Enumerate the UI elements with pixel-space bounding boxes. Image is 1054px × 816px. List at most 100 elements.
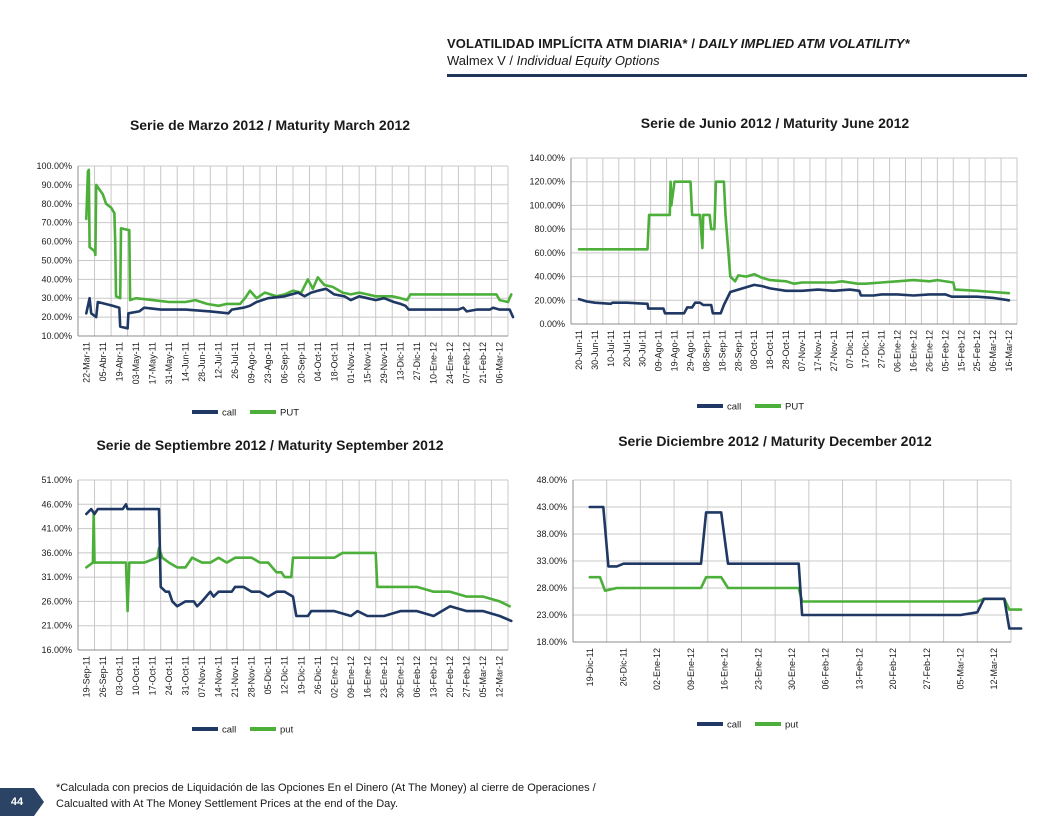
- x-tick-label: 27-Nov-11: [829, 330, 839, 371]
- x-tick-label: 14-Jun-11: [181, 342, 191, 382]
- footnote-line-2: Calcualted with At The Money Settlement …: [56, 798, 398, 810]
- x-tick-label: 16-Ene-12: [720, 648, 730, 690]
- legend-label-call: call: [727, 720, 741, 731]
- x-tick-label: 27-Dic-11: [877, 330, 887, 368]
- x-tick-label: 05-Mar-12: [955, 648, 965, 690]
- title-separator: /: [687, 36, 699, 51]
- page-header: VOLATILIDAD IMPLÍCITA ATM DIARIA* / DAIL…: [447, 36, 1027, 77]
- y-tick-label: 60.00%: [41, 237, 72, 247]
- series-line-put: [85, 512, 512, 613]
- x-tick-label: 05-Abr-11: [98, 342, 108, 381]
- title-english: DAILY IMPLIED ATM VOLATILITY*: [698, 36, 910, 51]
- x-tick-label: 09-Ene-12: [346, 656, 356, 698]
- y-tick-label: 48.00%: [536, 475, 567, 485]
- x-tick-label: 06-Feb-12: [412, 656, 422, 698]
- x-tick-label: 06-Sep-11: [280, 342, 290, 383]
- y-tick-label: 20.00%: [534, 295, 565, 305]
- x-tick-label: 03-Oct-11: [114, 656, 124, 695]
- subtitle-english: Individual Equity Options: [516, 53, 660, 68]
- y-tick-label: 50.00%: [41, 255, 72, 265]
- x-tick-label: 02-Ene-12: [329, 656, 339, 698]
- y-tick-label: 33.00%: [536, 556, 567, 566]
- x-tick-label: 20-Jul-11: [622, 330, 632, 367]
- x-tick-label: 20-Feb-12: [888, 648, 898, 690]
- y-tick-label: 46.00%: [41, 499, 72, 509]
- legend-label-call: call: [222, 408, 236, 419]
- x-tick-label: 20-Sep-11: [296, 342, 306, 383]
- series-line-put: [577, 180, 1011, 295]
- y-tick-label: 18.00%: [536, 637, 567, 647]
- x-tick-label: 20-Jun-11: [574, 330, 584, 370]
- x-tick-label: 08-Oct-11: [749, 330, 759, 369]
- x-tick-label: 06-Ene-12: [893, 330, 903, 372]
- subtitle-spanish: Walmex V: [447, 53, 506, 68]
- x-tick-label: 26-Dic-11: [619, 648, 629, 686]
- chart-svg: Serie Diciembre 2012 / Maturity December…: [536, 433, 1023, 731]
- x-tick-label: 03-May-11: [131, 342, 141, 384]
- chart-march-2012: Serie de Marzo 2012 / Maturity March 201…: [20, 108, 520, 426]
- x-tick-label: 30-Ene-12: [396, 656, 406, 698]
- y-tick-label: 31.00%: [41, 572, 72, 582]
- x-tick-label: 31-Oct-11: [181, 656, 191, 695]
- x-tick-label: 27-Dic-11: [412, 342, 422, 380]
- page-number-badge: 44: [0, 788, 44, 816]
- footnote: *Calculada con precios de Liquidación de…: [56, 780, 596, 812]
- x-tick-label: 18-Oct-11: [765, 330, 775, 369]
- x-tick-label: 21-Nov-11: [230, 656, 240, 697]
- x-tick-label: 06-Feb-12: [821, 648, 831, 690]
- x-tick-label: 14-Nov-11: [214, 656, 224, 697]
- y-tick-label: 16.00%: [41, 645, 72, 655]
- legend-label-put: PUT: [785, 402, 804, 413]
- y-tick-label: 26.00%: [41, 596, 72, 606]
- x-tick-label: 19-Dic-11: [296, 656, 306, 694]
- x-tick-label: 07-Dic-11: [845, 330, 855, 368]
- x-tick-label: 23-Ene-12: [379, 656, 389, 698]
- y-tick-label: 21.00%: [41, 621, 72, 631]
- x-tick-label: 25-Feb-12: [972, 330, 982, 372]
- x-tick-label: 12-Dic-11: [280, 656, 290, 694]
- y-tick-label: 51.00%: [41, 475, 72, 485]
- x-tick-label: 23-Ene-12: [753, 648, 763, 690]
- legend-label-put: put: [280, 725, 294, 736]
- y-tick-label: 100.00%: [529, 200, 565, 210]
- y-tick-label: 40.00%: [534, 272, 565, 282]
- x-tick-label: 22-Mar-11: [81, 342, 91, 383]
- y-tick-label: 120.00%: [529, 177, 565, 187]
- footnote-line-1: *Calculada con precios de Liquidación de…: [56, 782, 596, 794]
- x-tick-label: 24-Oct-11: [164, 656, 174, 695]
- y-tick-label: 80.00%: [41, 199, 72, 209]
- y-tick-label: 36.00%: [41, 548, 72, 558]
- x-tick-label: 10-Jul-11: [606, 330, 616, 367]
- x-tick-label: 27-Feb-12: [922, 648, 932, 690]
- x-tick-label: 12-Mar-12: [989, 648, 999, 690]
- chart-svg: Serie de Marzo 2012 / Maturity March 201…: [36, 117, 515, 419]
- x-tick-label: 23-Ago-11: [263, 342, 273, 383]
- x-tick-label: 07-Nov-11: [197, 656, 207, 697]
- x-tick-label: 19-Ago-11: [670, 330, 680, 371]
- series-line-put: [588, 575, 1023, 611]
- legend-label-put: put: [785, 720, 799, 731]
- x-tick-label: 16-Mar-12: [1004, 330, 1014, 372]
- y-tick-label: 43.00%: [536, 502, 567, 512]
- x-tick-label: 24-Ene-12: [445, 342, 455, 384]
- x-tick-label: 05-Mar-12: [478, 656, 488, 698]
- y-tick-label: 90.00%: [41, 180, 72, 190]
- x-tick-label: 28-Oct-11: [781, 330, 791, 369]
- x-tick-label: 18-Oct-11: [329, 342, 339, 381]
- x-tick-label: 02-Ene-12: [652, 648, 662, 690]
- chart-september-2012: Serie de Septiembre 2012 / Maturity Sept…: [20, 428, 520, 743]
- series-line-put: [85, 168, 513, 308]
- x-tick-label: 05-Dic-11: [263, 656, 273, 694]
- x-tick-label: 12-Mar-12: [495, 656, 505, 698]
- series-line-call: [85, 503, 513, 623]
- chart-title: Serie de Marzo 2012 / Maturity March 201…: [130, 117, 410, 133]
- x-tick-label: 04-Oct-11: [313, 342, 323, 381]
- x-tick-label: 29-Ago-11: [685, 330, 695, 371]
- x-tick-label: 18-Sep-11: [717, 330, 727, 371]
- chart-title: Serie Diciembre 2012 / Maturity December…: [618, 433, 932, 449]
- x-tick-label: 10-Ene-12: [429, 342, 439, 384]
- y-tick-label: 40.00%: [41, 274, 72, 284]
- y-tick-label: 70.00%: [41, 218, 72, 228]
- chart-svg: Serie de Junio 2012 / Maturity June 2012…: [529, 115, 1018, 413]
- x-tick-label: 28-Sep-11: [733, 330, 743, 371]
